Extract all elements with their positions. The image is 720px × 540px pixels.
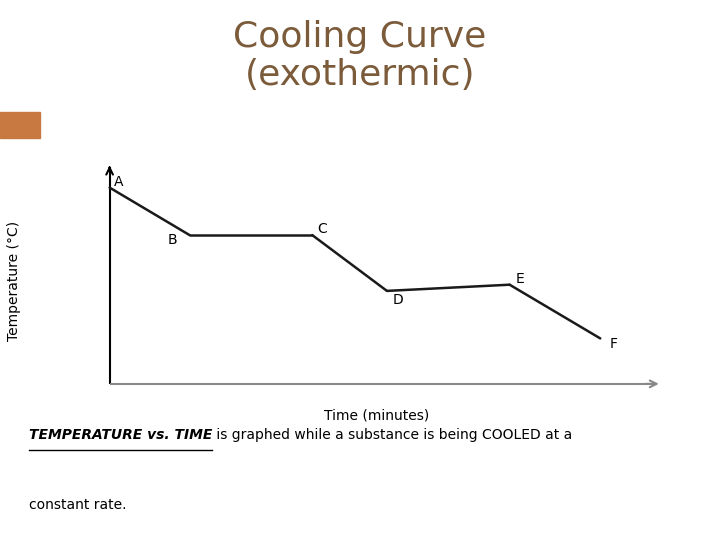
Text: Time (minutes): Time (minutes) bbox=[324, 409, 429, 423]
Bar bbox=[0, 112, 40, 138]
Text: Cooling Curve
(exothermic): Cooling Curve (exothermic) bbox=[233, 20, 487, 92]
Text: B: B bbox=[167, 233, 177, 247]
Text: F: F bbox=[610, 336, 618, 350]
Text: is graphed while a substance is being COOLED at a: is graphed while a substance is being CO… bbox=[212, 428, 572, 442]
Text: D: D bbox=[392, 293, 403, 307]
Text: Temperature (°C): Temperature (°C) bbox=[6, 220, 21, 341]
Text: C: C bbox=[318, 222, 328, 237]
Text: TEMPERATURE vs. TIME: TEMPERATURE vs. TIME bbox=[29, 428, 212, 442]
Text: A: A bbox=[114, 176, 123, 190]
Text: constant rate.: constant rate. bbox=[29, 498, 126, 512]
Text: E: E bbox=[516, 272, 525, 286]
